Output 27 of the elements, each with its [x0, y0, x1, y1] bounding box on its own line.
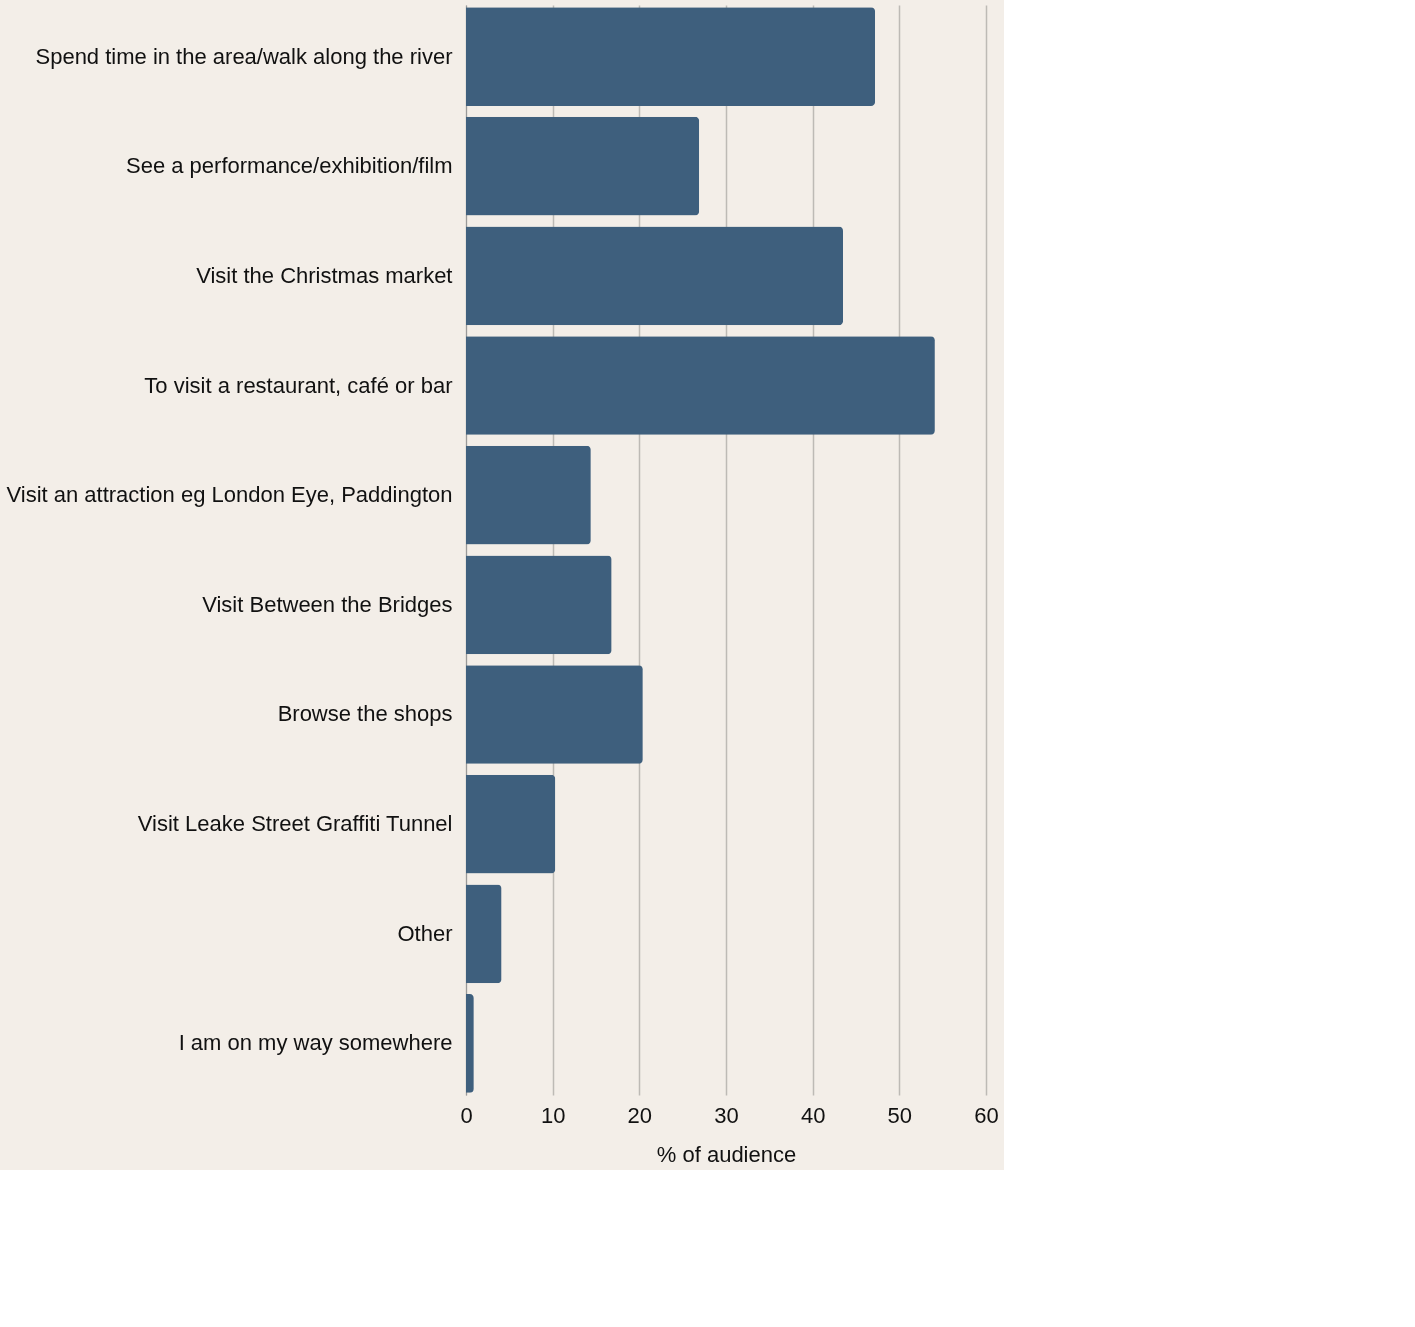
bar: [466, 116, 700, 216]
y-tick-label: Visit Between the Bridges: [202, 591, 453, 617]
x-tick-label: 50: [887, 1102, 913, 1128]
y-tick-label: I am on my way somewhere: [178, 1030, 453, 1056]
x-tick-label: 10: [540, 1102, 566, 1128]
bar: [466, 226, 843, 326]
x-tick-label: 60: [974, 1102, 999, 1128]
y-tick-label: Browse the shops: [277, 701, 453, 727]
y-tick-label: Other: [397, 920, 453, 946]
bar: [466, 7, 876, 106]
y-tick-label: Visit an attraction eg London Eye, Paddington: [6, 482, 453, 508]
x-tick-label: 20: [627, 1102, 653, 1128]
x-axis-title: % of audience: [656, 1141, 797, 1167]
x-tick-label: 0: [460, 1102, 473, 1128]
bar: [466, 884, 502, 984]
y-tick-label: Visit Leake Street Graffiti Tunnel: [137, 811, 453, 837]
bar: [466, 665, 643, 764]
bar: [466, 445, 591, 545]
bar: [466, 336, 935, 435]
x-tick-label: 30: [714, 1102, 739, 1128]
y-tick-label: To visit a restaurant, café or bar: [144, 372, 453, 398]
x-tick-label: 40: [800, 1102, 826, 1128]
y-tick-label: See a performance/exhibition/film: [126, 153, 453, 179]
y-tick-label: Visit the Christmas market: [196, 262, 453, 288]
bar: [466, 555, 612, 655]
y-tick-label: Spend time in the area/walk along the river: [35, 43, 453, 69]
bar: [466, 774, 556, 874]
